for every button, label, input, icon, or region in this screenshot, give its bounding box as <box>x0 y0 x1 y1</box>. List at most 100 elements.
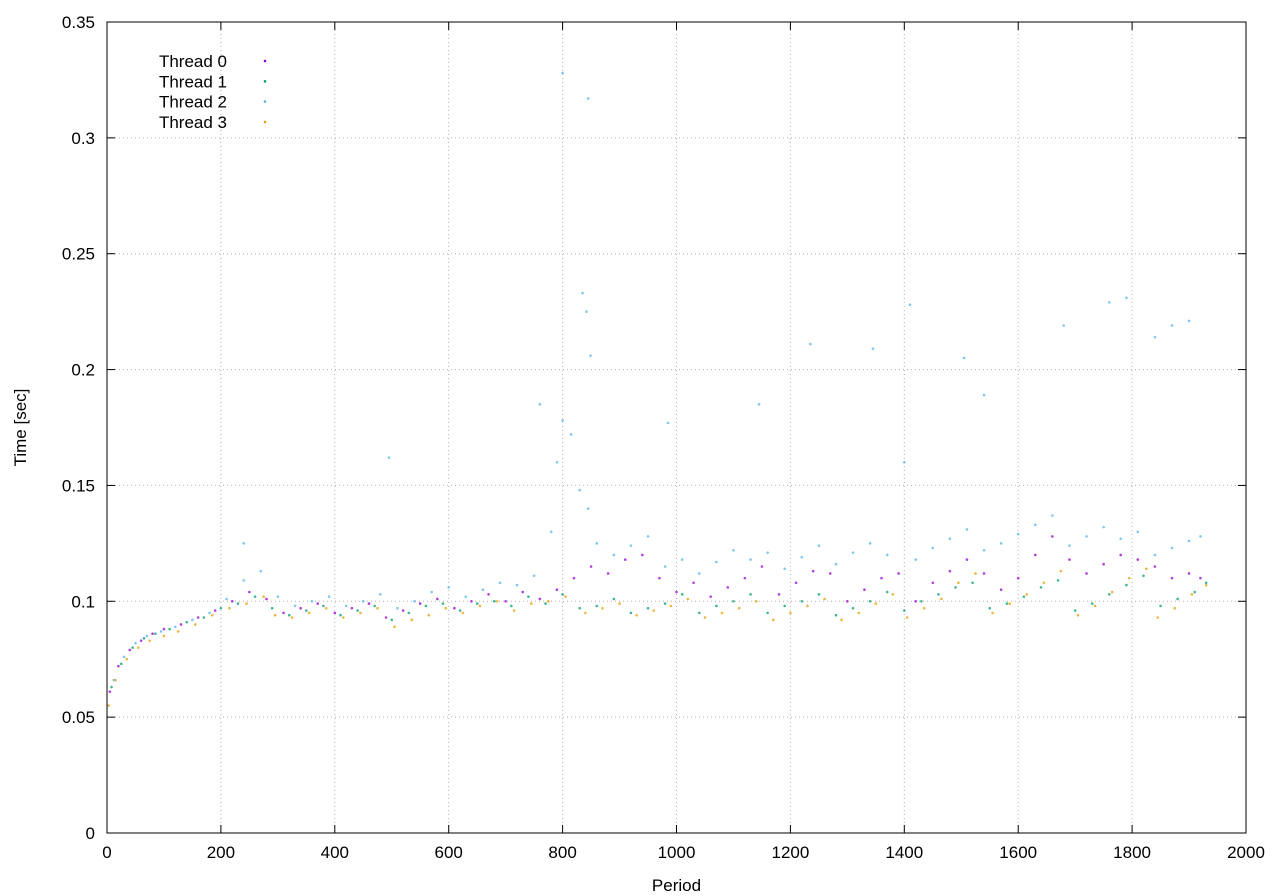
x-tick-label: 1400 <box>885 843 923 862</box>
data-point <box>834 562 838 566</box>
data-point <box>515 583 519 587</box>
data-point <box>1142 574 1145 578</box>
data-point <box>119 662 123 666</box>
data-point <box>618 602 621 605</box>
legend-marker <box>263 59 267 63</box>
data-point <box>555 588 559 591</box>
data-point <box>561 71 564 75</box>
data-point <box>1156 616 1160 619</box>
data-point <box>834 613 838 617</box>
data-point <box>444 606 448 610</box>
data-point <box>908 303 912 306</box>
data-point <box>1056 579 1060 582</box>
legend-marker <box>263 120 267 124</box>
data-point <box>629 611 633 615</box>
data-point <box>595 604 599 608</box>
data-point <box>299 606 302 610</box>
data-point <box>1136 530 1140 534</box>
data-point <box>1102 562 1105 566</box>
data-point <box>504 599 507 603</box>
data-point <box>447 586 451 589</box>
data-point <box>191 618 194 622</box>
data-point <box>757 403 761 406</box>
data-point <box>1125 296 1128 300</box>
data-point <box>290 616 294 619</box>
data-point <box>709 595 712 598</box>
data-point <box>196 616 200 619</box>
data-point <box>715 604 718 608</box>
data-point <box>293 604 297 608</box>
data-point <box>424 604 428 608</box>
data-point <box>1085 535 1088 538</box>
y-tick-labels: 0 0.05 0.1 0.15 0.2 0.25 0.3 0.35 <box>62 13 95 843</box>
data-point <box>749 558 752 561</box>
data-point <box>310 599 314 603</box>
data-point <box>262 595 265 598</box>
data-point <box>1153 553 1157 557</box>
data-point <box>544 602 547 605</box>
data-point <box>561 419 564 422</box>
data-point <box>885 553 889 557</box>
data-point <box>680 593 684 596</box>
legend-label: Thread 2 <box>159 93 227 112</box>
data-point <box>1059 569 1063 573</box>
data-point <box>686 597 690 601</box>
data-point <box>720 611 724 615</box>
data-point <box>789 611 792 615</box>
data-point <box>982 572 986 575</box>
data-point <box>572 576 576 580</box>
data-point <box>931 546 935 550</box>
y-tick-label: 0.3 <box>71 129 95 148</box>
data-point <box>107 704 111 707</box>
data-point <box>532 574 536 578</box>
data-point <box>436 597 439 601</box>
data-point <box>174 625 177 629</box>
data-point <box>549 530 553 534</box>
x-tick-label: 1000 <box>658 843 696 862</box>
data-point <box>1008 602 1011 605</box>
x-tick-label: 200 <box>207 843 235 862</box>
data-point <box>891 593 895 596</box>
y-axis-title: Time [sec] <box>11 389 30 467</box>
data-point <box>168 627 171 631</box>
data-point <box>646 606 650 610</box>
data-point <box>555 460 559 464</box>
data-point <box>458 609 462 612</box>
data-point <box>373 604 376 608</box>
data-point <box>1016 532 1020 536</box>
data-point <box>561 593 564 596</box>
data-point <box>242 542 245 545</box>
data-point <box>806 604 809 608</box>
data-point <box>957 581 960 585</box>
data-point <box>1199 535 1202 538</box>
data-point <box>612 597 616 601</box>
series-1-points <box>110 574 1208 689</box>
data-point <box>282 611 285 615</box>
data-point <box>1173 606 1177 610</box>
data-point <box>213 609 217 612</box>
data-point <box>464 595 468 598</box>
data-point <box>413 599 416 603</box>
data-point <box>139 639 143 642</box>
data-point <box>897 572 900 575</box>
data-point <box>427 613 431 617</box>
data-point <box>974 572 977 575</box>
x-tick-labels: 0 200 400 600 800 1000 1200 1400 1600 1800 2000 <box>102 843 1265 862</box>
data-point <box>569 433 573 436</box>
data-point <box>1187 572 1191 575</box>
data-point <box>538 403 542 406</box>
data-point <box>840 618 843 622</box>
data-point <box>1170 576 1174 580</box>
data-point <box>920 599 923 603</box>
data-point <box>475 602 479 605</box>
data-point <box>521 590 525 594</box>
data-point <box>772 618 775 622</box>
data-point <box>1016 576 1020 580</box>
data-point <box>663 565 667 568</box>
data-point <box>1033 523 1037 527</box>
data-point <box>202 616 206 619</box>
data-point <box>265 597 268 601</box>
data-point <box>783 604 787 608</box>
